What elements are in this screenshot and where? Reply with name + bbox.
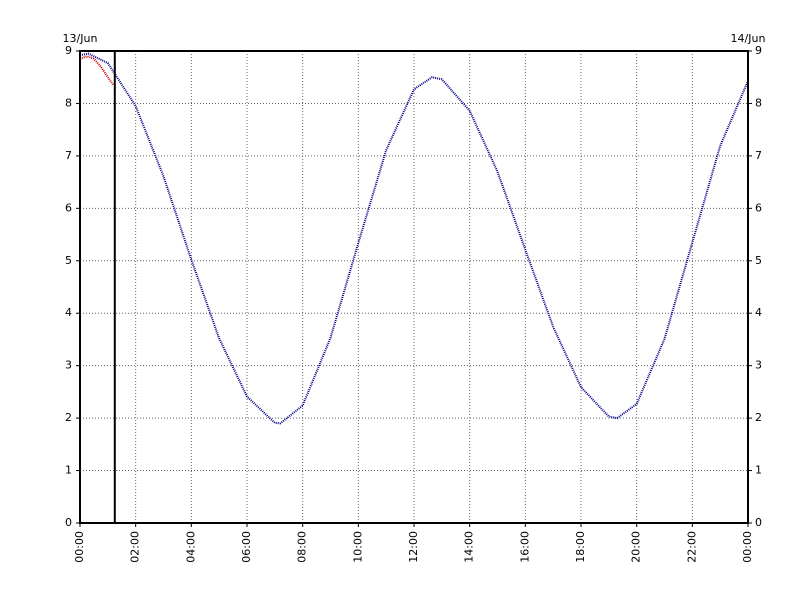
x-tick-label: 22:00 (685, 531, 698, 563)
y2-tick-label: 7 (755, 149, 762, 162)
y-tick-label: 9 (65, 44, 72, 57)
line-series (79, 52, 749, 425)
y2-tick-label: 3 (755, 359, 762, 372)
y2-tick-label: 8 (755, 96, 762, 109)
y-tick-label: 2 (65, 411, 72, 424)
date-right: 14/Jun (731, 32, 766, 45)
x-tick-label: 08:00 (296, 531, 309, 563)
y-tick-label: 3 (65, 359, 72, 372)
x-tick-label: 04:00 (184, 531, 197, 563)
y-tick-label: 5 (65, 254, 72, 267)
x-tick-label: 00:00 (741, 531, 754, 563)
date-left: 13/Jun (63, 32, 98, 45)
y-tick-label: 0 (65, 516, 72, 529)
y-tick-label: 7 (65, 149, 72, 162)
x-tick-label: 00:00 (73, 531, 86, 563)
plot-frame (79, 50, 749, 524)
y-tick-label: 8 (65, 96, 72, 109)
y2-tick-label: 0 (755, 516, 762, 529)
x-tick-label: 02:00 (129, 531, 142, 563)
y2-tick-label: 4 (755, 306, 762, 319)
x-tick-label: 06:00 (240, 531, 253, 563)
y-tick-label: 1 (65, 464, 72, 477)
x-tick-label: 12:00 (407, 531, 420, 563)
x-tick-label: 10:00 (351, 531, 364, 563)
y2-tick-label: 1 (755, 464, 762, 477)
line-series (79, 55, 115, 86)
y2-tick-label: 5 (755, 254, 762, 267)
x-tick-label: 16:00 (518, 531, 531, 563)
x-tick-label: 14:00 (463, 531, 476, 563)
y-tick-label: 6 (65, 201, 72, 214)
y-tick-label: 4 (65, 306, 72, 319)
y2-tick-label: 9 (755, 44, 762, 57)
y2-tick-label: 6 (755, 201, 762, 214)
y2-tick-label: 2 (755, 411, 762, 424)
x-tick-label: 18:00 (574, 531, 587, 563)
x-tick-label: 20:00 (630, 531, 643, 563)
